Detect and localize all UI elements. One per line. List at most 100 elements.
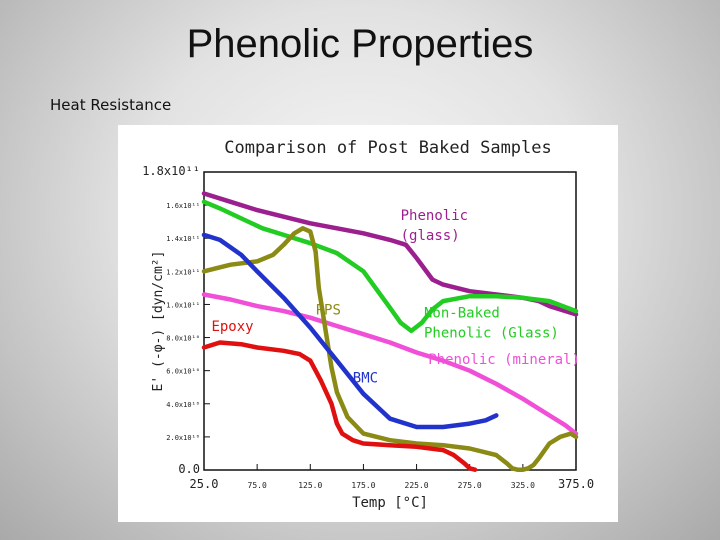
- series-label: Phenolic (Glass): [424, 326, 559, 342]
- data-point: [335, 226, 339, 230]
- data-point: [526, 466, 530, 470]
- data-point: [308, 316, 312, 320]
- data-point: [329, 365, 334, 369]
- y-tick-label: 4.0x10¹⁰: [166, 401, 200, 409]
- data-point: [415, 425, 419, 429]
- data-point: [239, 342, 243, 346]
- data-point: [521, 468, 525, 472]
- series-line-phenolic-mineral: [201, 292, 579, 436]
- y-tick-label: 0.0: [178, 462, 200, 476]
- data-point: [388, 443, 392, 447]
- data-point: [441, 283, 445, 287]
- data-point: [335, 359, 339, 363]
- data-point: [202, 269, 206, 273]
- x-tick-label: 175.0: [351, 481, 375, 490]
- data-point: [282, 215, 286, 219]
- data-point: [441, 443, 445, 447]
- data-point: [574, 312, 578, 316]
- data-point: [388, 340, 392, 345]
- series-label: Phenolic (mineral): [428, 352, 580, 368]
- x-axis-label: Temp [°C]: [352, 495, 428, 511]
- data-point: [282, 349, 286, 353]
- data-point: [468, 369, 472, 373]
- x-tick-label: 25.0: [190, 477, 219, 491]
- data-point: [301, 226, 305, 230]
- series-label: Phenolic: [401, 208, 468, 224]
- data-point: [415, 445, 419, 449]
- data-point: [361, 432, 365, 436]
- data-point: [430, 278, 435, 282]
- data-point: [468, 289, 472, 293]
- y-tick-label: 1.0x10¹¹: [166, 301, 200, 309]
- data-point: [361, 441, 365, 446]
- data-point: [547, 299, 551, 303]
- data-point: [537, 456, 541, 460]
- y-tick-label: 2.0x10¹⁰: [166, 434, 200, 442]
- data-point: [388, 306, 392, 310]
- data-point: [441, 359, 445, 363]
- data-point: [361, 392, 365, 396]
- data-point: [317, 286, 321, 290]
- data-point: [547, 413, 551, 417]
- data-point: [260, 226, 265, 230]
- data-point: [329, 402, 334, 406]
- data-point: [569, 432, 573, 436]
- data-point: [282, 309, 286, 313]
- data-point: [335, 324, 339, 328]
- data-point: [308, 230, 312, 234]
- data-point: [229, 200, 233, 204]
- slide-subtitle: Heat Resistance: [50, 96, 172, 114]
- data-point: [494, 413, 498, 417]
- data-point: [255, 208, 259, 212]
- data-point: [202, 292, 206, 297]
- data-point: [202, 345, 206, 350]
- data-point: [494, 453, 498, 457]
- y-tick-label: 1.6x10¹¹: [166, 202, 200, 210]
- series-labels-layer: Phenolic (glass) Non-Baked Phenolic (Glass)…: [211, 208, 580, 386]
- series-label: BMC: [353, 370, 378, 386]
- data-point: [420, 321, 424, 325]
- series-line-epoxy: [201, 340, 478, 472]
- data-point: [239, 216, 243, 220]
- data-point: [574, 435, 578, 439]
- series-label: Epoxy: [211, 319, 253, 335]
- series-label: Non-Baked: [424, 306, 500, 322]
- data-point: [563, 423, 567, 427]
- data-point: [473, 468, 477, 472]
- y-tick-label: 1.2x10¹¹: [166, 268, 200, 276]
- series-layer: [201, 191, 579, 472]
- data-point: [388, 438, 392, 442]
- data-point: [521, 296, 525, 300]
- data-point: [547, 441, 551, 446]
- data-point: [308, 326, 312, 330]
- y-tick-label: 1.8x10¹¹: [142, 164, 200, 178]
- data-point: [218, 238, 222, 242]
- data-point: [218, 206, 222, 210]
- chart-svg: Comparison of Post Baked Samples 25.0 75.…: [142, 138, 594, 511]
- y-axis-label: E' (-φ-) [dyn/cm²]: [151, 251, 166, 392]
- data-point: [415, 350, 419, 355]
- data-point: [494, 382, 498, 386]
- series-line-bmc: [201, 232, 499, 430]
- data-point: [388, 238, 392, 242]
- data-point: [430, 307, 435, 311]
- data-point: [345, 415, 350, 419]
- data-point: [468, 422, 472, 426]
- data-point: [468, 446, 472, 451]
- data-point: [558, 435, 562, 439]
- data-point: [319, 379, 323, 383]
- data-point: [441, 425, 445, 429]
- data-point: [308, 221, 312, 225]
- x-tick-label: 325.0: [511, 481, 535, 490]
- data-point: [521, 397, 525, 401]
- series-label: PPS: [316, 302, 341, 318]
- y-tick-label: 6.0x10¹⁰: [166, 368, 200, 376]
- x-tick-label: 275.0: [458, 481, 482, 490]
- data-point: [255, 269, 259, 273]
- data-point: [314, 249, 318, 254]
- chart-title: Comparison of Post Baked Samples: [224, 138, 552, 158]
- data-point: [574, 309, 578, 313]
- series-line-non-baked-phenolic-glass: [201, 199, 579, 334]
- data-point: [547, 304, 551, 308]
- y-tick-label: 8.0x10¹⁰: [166, 335, 200, 343]
